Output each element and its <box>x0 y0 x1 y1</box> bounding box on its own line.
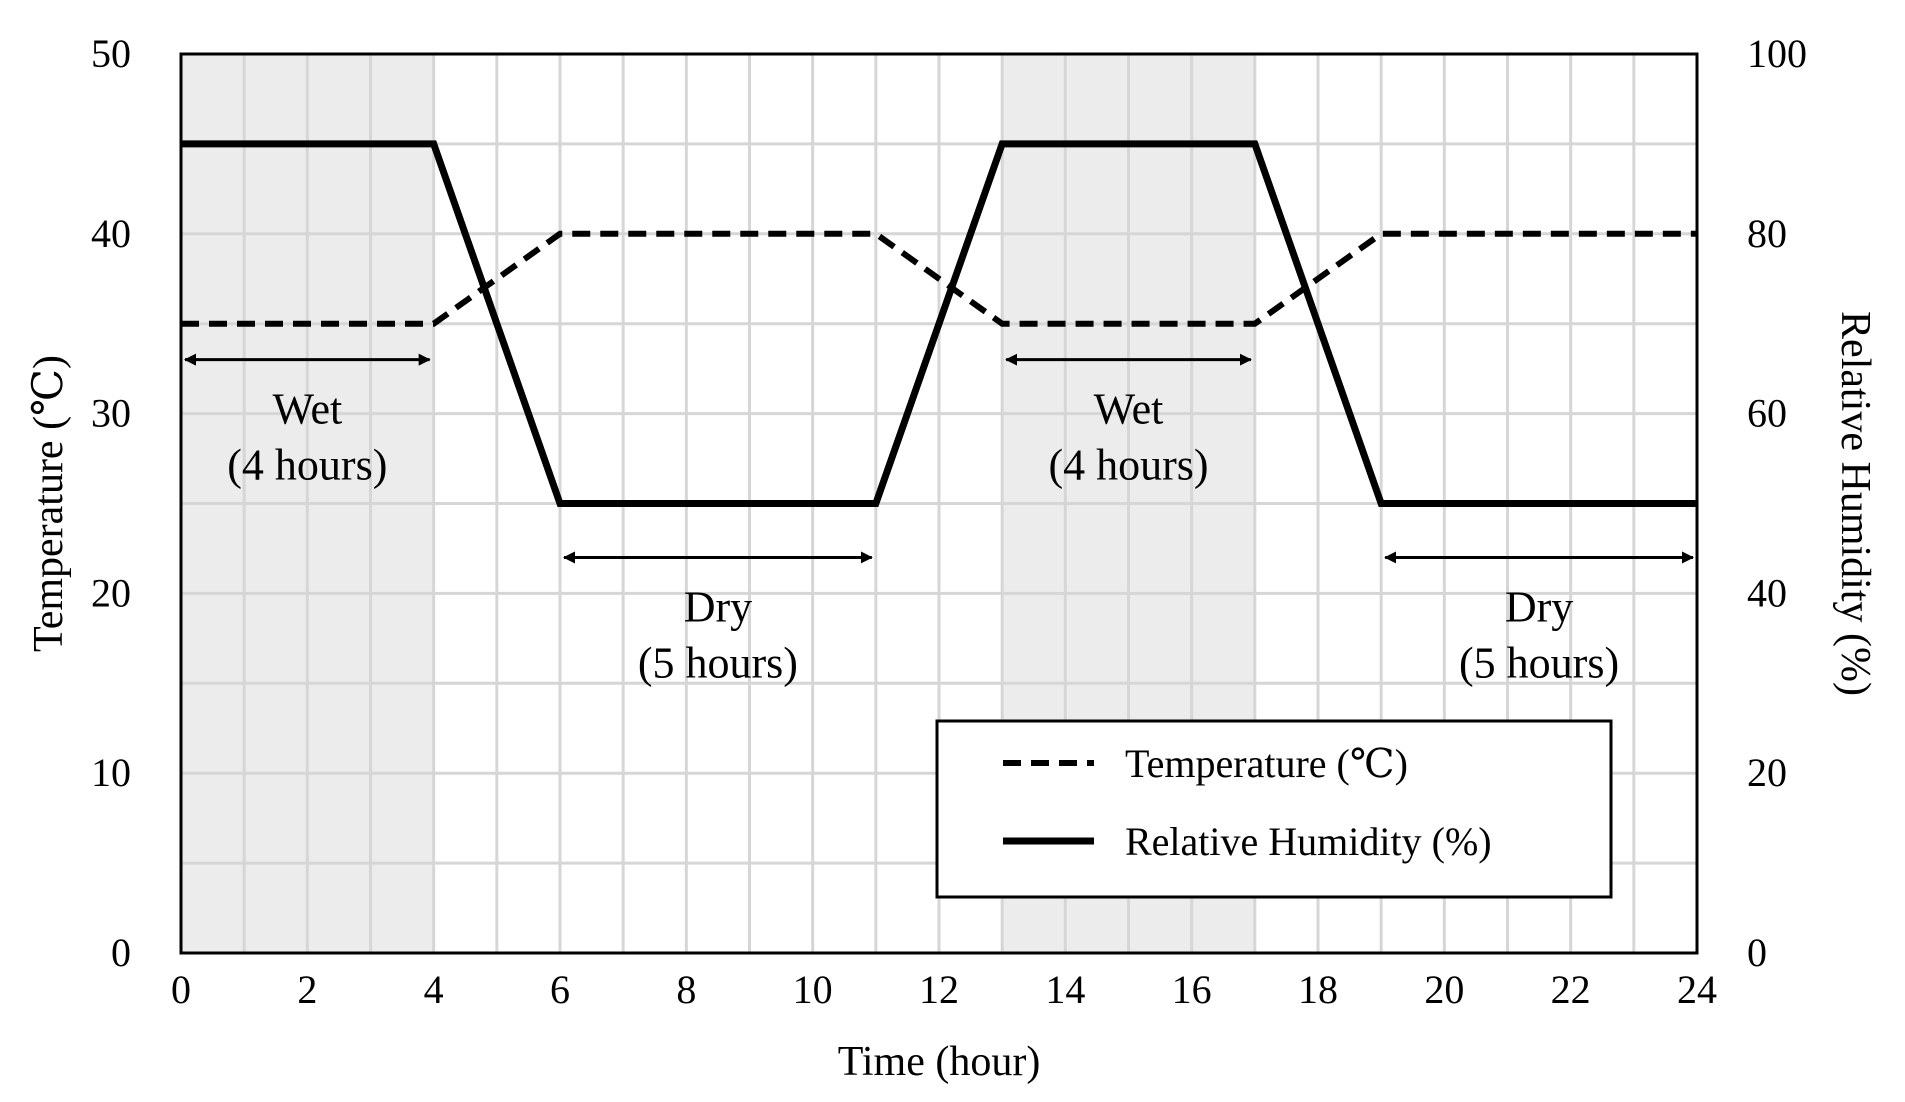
y-tick-label: 40 <box>91 211 131 256</box>
x-tick-label: 8 <box>676 967 696 1012</box>
x-tick-label: 6 <box>550 967 570 1012</box>
annotation-duration-dry: (5 hours) <box>1459 638 1619 687</box>
y-tick-label: 10 <box>91 750 131 795</box>
y2-tick-label: 0 <box>1747 930 1767 975</box>
y2-tick-label: 100 <box>1747 31 1807 76</box>
y-tick-label: 50 <box>91 31 131 76</box>
x-tick-label: 0 <box>171 967 191 1012</box>
tick-labels: 0 2 4 6 8 10 12 14 16 18 20 22 240102030405002040608… <box>91 31 1807 1012</box>
legend-label-temperature: Temperature (℃) <box>1125 741 1408 786</box>
series-humidity-line <box>181 140 1697 507</box>
y2-tick-label: 60 <box>1747 391 1787 436</box>
x-axis-title: Time (hour) <box>838 1039 1041 1085</box>
annotation-duration-wet: (4 hours) <box>227 441 387 490</box>
x-tick-label: 24 <box>1677 967 1717 1012</box>
series-temperature-line <box>181 230 1697 327</box>
y-tick-label: 20 <box>91 570 131 615</box>
x-tick-label: 14 <box>1045 967 1085 1012</box>
annotation-label-wet: Wet <box>1094 385 1164 434</box>
y2-axis-title: Relative Humidity (%) <box>1832 311 1878 696</box>
y-axis-title: Temperature (℃) <box>26 355 72 652</box>
series <box>181 140 1697 507</box>
x-tick-label: 20 <box>1424 967 1464 1012</box>
y2-tick-label: 80 <box>1747 211 1787 256</box>
x-tick-label: 2 <box>297 967 317 1012</box>
x-tick-label: 22 <box>1551 967 1591 1012</box>
annotation-label-wet: Wet <box>272 385 342 434</box>
annotation-label-dry: Dry <box>1505 582 1573 631</box>
y-tick-label: 30 <box>91 391 131 436</box>
plot-frame <box>179 52 1699 955</box>
annotation-label-dry: Dry <box>684 582 752 631</box>
x-tick-label: 16 <box>1172 967 1212 1012</box>
legend-box <box>935 719 1613 899</box>
legend: Temperature (℃) Relative Humidity (%) <box>935 719 1613 899</box>
y-tick-label: 0 <box>111 930 131 975</box>
annotation-duration-wet: (4 hours) <box>1048 441 1208 490</box>
x-tick-label: 10 <box>793 967 833 1012</box>
annotation-duration-dry: (5 hours) <box>638 638 798 687</box>
annotations: Wet (4 hours) Dry (5 hours) Wet (4 hours) Dry (… <box>184 353 1694 687</box>
y2-tick-label: 40 <box>1747 570 1787 615</box>
x-tick-label: 4 <box>424 967 444 1012</box>
y2-tick-label: 20 <box>1747 750 1787 795</box>
x-tick-label: 12 <box>919 967 959 1012</box>
x-tick-label: 18 <box>1298 967 1338 1012</box>
legend-label-humidity: Relative Humidity (%) <box>1125 819 1492 864</box>
